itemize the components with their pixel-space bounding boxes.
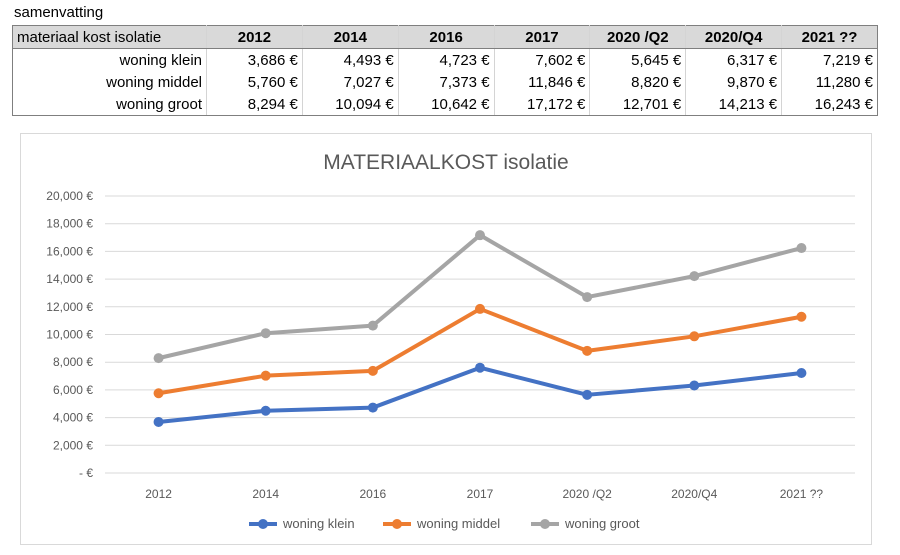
x-tick-label: 2016 bbox=[360, 487, 387, 501]
col-header: 2012 bbox=[206, 25, 303, 49]
y-tick-label: 16,000 € bbox=[46, 244, 93, 258]
col-header: 2020/Q4 bbox=[685, 25, 783, 49]
table-cell: 5,645 € bbox=[589, 48, 687, 71]
data-point bbox=[367, 365, 378, 376]
y-tick-label: 4,000 € bbox=[53, 411, 93, 425]
table-cell: 3,686 € bbox=[206, 48, 303, 71]
x-tick-label: 2014 bbox=[252, 487, 279, 501]
table-cell: 4,493 € bbox=[302, 48, 399, 71]
table-cell: 10,642 € bbox=[398, 93, 495, 116]
table-cell: 7,219 € bbox=[781, 48, 878, 71]
row-label: woning klein bbox=[12, 48, 207, 71]
data-point bbox=[689, 271, 700, 282]
table-cell: 12,701 € bbox=[589, 93, 687, 116]
col-header: 2017 bbox=[494, 25, 591, 49]
row-label: woning middel bbox=[12, 71, 207, 93]
y-tick-label: 20,000 € bbox=[46, 189, 93, 203]
data-point bbox=[260, 405, 271, 416]
y-tick-label: 18,000 € bbox=[46, 217, 93, 231]
data-point bbox=[367, 320, 378, 331]
data-point bbox=[796, 311, 807, 322]
table-cell: 7,027 € bbox=[302, 71, 399, 93]
data-point bbox=[153, 388, 164, 399]
chart-title: MATERIAALKOST isolatie bbox=[323, 151, 568, 174]
y-tick-label: 10,000 € bbox=[46, 328, 93, 342]
table-cell: 4,723 € bbox=[398, 48, 495, 71]
data-point bbox=[367, 402, 378, 413]
y-tick-label: 14,000 € bbox=[46, 272, 93, 286]
table-row: woning groot 8,294 € 10,094 € 10,642 € 1… bbox=[12, 93, 878, 116]
x-tick-label: 2017 bbox=[467, 487, 494, 501]
table-cell: 16,243 € bbox=[781, 93, 878, 116]
col-header: 2020 /Q2 bbox=[589, 25, 687, 49]
summary-table: materiaal kost isolatie 2012 2014 2016 2… bbox=[12, 25, 878, 116]
y-tick-label: 2,000 € bbox=[53, 438, 93, 452]
table-row: woning klein 3,686 € 4,493 € 4,723 € 7,6… bbox=[12, 48, 878, 71]
table-cell: 8,294 € bbox=[206, 93, 303, 116]
table-row: woning middel 5,760 € 7,027 € 7,373 € 11… bbox=[12, 71, 878, 93]
x-tick-label: 2021 ?? bbox=[780, 487, 824, 501]
data-point bbox=[582, 292, 593, 303]
col-header: 2021 ?? bbox=[781, 25, 878, 49]
data-point bbox=[153, 416, 164, 427]
legend-entry-label: woning middel bbox=[416, 516, 500, 531]
y-tick-label: - € bbox=[79, 466, 93, 480]
x-tick-label: 2020/Q4 bbox=[671, 487, 717, 501]
table-header-label: materiaal kost isolatie bbox=[12, 25, 207, 49]
table-cell: 9,870 € bbox=[685, 71, 783, 93]
legend-swatch-marker bbox=[540, 519, 550, 529]
legend-entry-label: woning klein bbox=[282, 516, 355, 531]
data-point bbox=[582, 389, 593, 400]
table-cell: 11,846 € bbox=[494, 71, 591, 93]
table-cell: 5,760 € bbox=[206, 71, 303, 93]
data-point bbox=[796, 243, 807, 254]
table-cell: 10,094 € bbox=[302, 93, 399, 116]
data-point bbox=[582, 345, 593, 356]
data-point bbox=[260, 328, 271, 339]
data-point bbox=[260, 370, 271, 381]
series-line bbox=[156, 233, 804, 361]
table-cell: 7,602 € bbox=[494, 48, 591, 71]
legend: woning klein woning middel woning groot bbox=[249, 516, 640, 531]
x-axis-ticks: 2012 2014 2016 2017 2020 /Q2 2020/Q4 2021 ?? bbox=[145, 487, 823, 501]
col-header: 2016 bbox=[398, 25, 495, 49]
grid-lines bbox=[105, 195, 855, 474]
line-chart: MATERIAALKOST isolatie - € 2,000 € 4,000 €… bbox=[46, 151, 855, 531]
x-tick-label: 2020 /Q2 bbox=[562, 487, 612, 501]
data-point bbox=[475, 230, 485, 241]
table-cell: 6,317 € bbox=[685, 48, 783, 71]
legend-swatch-marker bbox=[392, 519, 402, 529]
series-line bbox=[156, 306, 804, 396]
data-point bbox=[796, 368, 807, 379]
x-tick-label: 2012 bbox=[145, 487, 172, 501]
table-cell: 11,280 € bbox=[781, 71, 878, 93]
y-tick-label: 6,000 € bbox=[53, 383, 93, 397]
y-tick-label: 8,000 € bbox=[53, 355, 93, 369]
table-cell: 7,373 € bbox=[398, 71, 495, 93]
data-point bbox=[153, 353, 164, 364]
legend-entry-label: woning groot bbox=[564, 516, 640, 531]
table-cell: 8,820 € bbox=[589, 71, 687, 93]
table-cell: 17,172 € bbox=[494, 93, 591, 116]
table-cell: 14,213 € bbox=[685, 93, 783, 116]
chart-area: MATERIAALKOST isolatie - € 2,000 € 4,000 €… bbox=[20, 133, 872, 545]
legend-swatch-marker bbox=[258, 519, 268, 529]
data-point bbox=[689, 331, 700, 342]
data-point bbox=[475, 303, 485, 314]
summary-caption: samenvatting bbox=[14, 4, 104, 21]
data-point bbox=[475, 362, 485, 373]
row-label: woning groot bbox=[12, 93, 207, 116]
y-axis-ticks: - € 2,000 € 4,000 € 6,000 € 8,000 € 10,000 € 1… bbox=[46, 189, 93, 480]
y-tick-label: 12,000 € bbox=[46, 300, 93, 314]
col-header: 2014 bbox=[302, 25, 399, 49]
data-point bbox=[689, 380, 700, 391]
series-group bbox=[153, 230, 807, 427]
table-header-row: materiaal kost isolatie 2012 2014 2016 2… bbox=[12, 25, 878, 49]
